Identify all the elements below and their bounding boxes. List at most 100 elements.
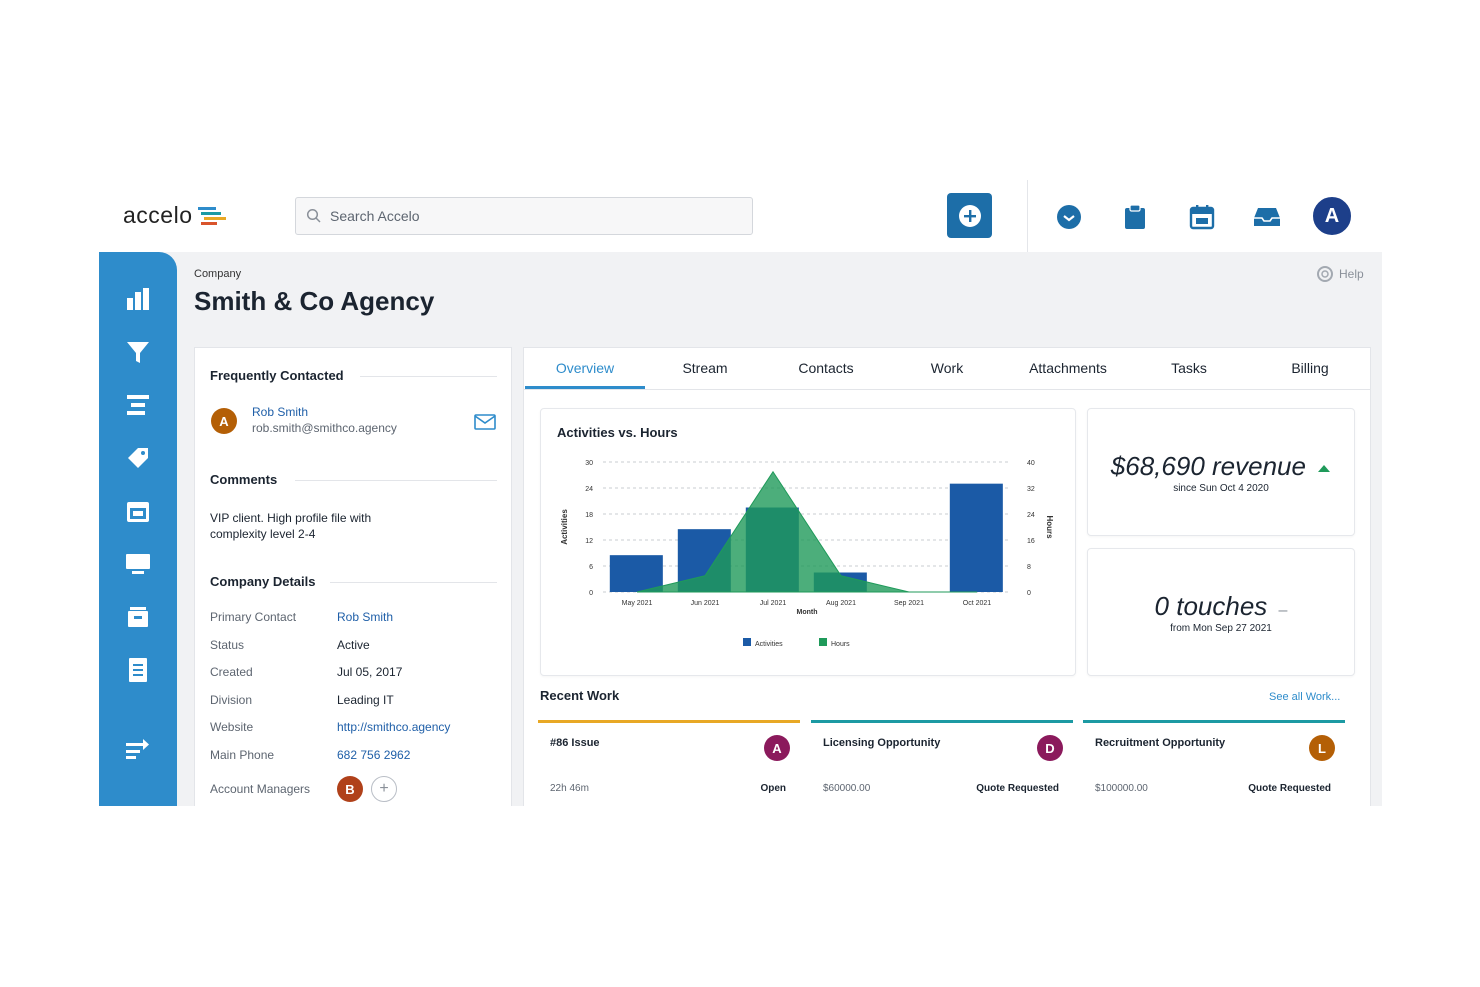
y2-tick-label: 32: [1027, 486, 1035, 493]
detail-label: Status: [210, 638, 245, 652]
y-tick-label: 18: [585, 512, 593, 519]
add-manager-button[interactable]: +: [371, 776, 397, 802]
x-tick-label: Jul 2021: [760, 600, 787, 607]
legend-label-activities: Activities: [755, 641, 783, 648]
x-tick-label: Jun 2021: [691, 600, 720, 607]
sidebar-item-projects[interactable]: [121, 388, 155, 422]
page-title: Smith & Co Agency: [194, 286, 435, 316]
tab-billing[interactable]: Billing: [1291, 360, 1329, 376]
frequent-heading: Frequently Contacted: [210, 368, 344, 383]
tab-work[interactable]: Work: [930, 360, 964, 376]
contact-avatar[interactable]: A: [211, 408, 237, 434]
plus-circle-icon: [958, 204, 981, 227]
website-link[interactable]: http://smithco.agency: [337, 720, 451, 734]
mail-icon[interactable]: [474, 414, 496, 430]
comments-heading: Comments: [210, 472, 278, 487]
recent-work-heading: Recent Work: [540, 688, 620, 703]
y-tick-label: 30: [585, 460, 593, 467]
sidebar-item-tickets[interactable]: [121, 441, 155, 475]
work-avatar: L: [1309, 735, 1335, 761]
search-box[interactable]: [295, 197, 753, 235]
clock-icon: [1057, 205, 1081, 229]
user-avatar[interactable]: A: [1313, 197, 1351, 235]
sidebar-item-retainers[interactable]: [121, 547, 155, 581]
legend-label-hours: Hours: [831, 641, 850, 648]
x-tick-label: May 2021: [622, 600, 653, 607]
revenue-text: $68,690 revenue: [1110, 451, 1306, 481]
y-tick-label: 24: [585, 486, 593, 493]
work-time: 22h 46m: [550, 783, 589, 794]
section-rule: [330, 582, 497, 583]
work-title: #86 Issue: [550, 737, 600, 749]
sidebar-item-sales[interactable]: [121, 335, 155, 369]
y2-tick-label: 16: [1027, 538, 1035, 545]
help-label: Help: [1339, 267, 1364, 281]
sidebar-item-reports[interactable]: [121, 653, 155, 687]
main-phone-link[interactable]: 682 756 2962: [337, 748, 411, 762]
work-button[interactable]: [1120, 202, 1150, 232]
x-axis-label: Month: [797, 609, 818, 616]
tab-overview[interactable]: Overview: [555, 360, 615, 376]
work-card[interactable]: Licensing Opportunity D $60000.00 Quote …: [811, 720, 1073, 806]
details-heading: Company Details: [210, 574, 316, 589]
company-tabs-panel: Overview Stream Contacts Work Attachment…: [523, 347, 1371, 806]
touches-value: 0 touches –: [1088, 591, 1354, 622]
topbar-divider: [1027, 180, 1028, 252]
sidebar-item-archive[interactable]: [121, 600, 155, 634]
add-new-button[interactable]: [947, 193, 992, 238]
tab-bar: Overview Stream Contacts Work Attachment…: [524, 348, 1370, 390]
detail-label: Main Phone: [210, 748, 275, 762]
lifebuoy-icon: [1317, 266, 1333, 282]
y-axis-label: Activities: [560, 509, 569, 545]
see-all-work-link[interactable]: See all Work...: [1269, 691, 1341, 703]
y2-tick-label: 0: [1027, 590, 1031, 597]
area-hours: [636, 470, 977, 593]
help-link[interactable]: Help: [1316, 265, 1364, 283]
work-card[interactable]: Recruitment Opportunity L $100000.00 Quo…: [1083, 720, 1345, 806]
timer-button[interactable]: [1054, 202, 1084, 232]
work-avatar: A: [764, 735, 790, 761]
revenue-value: $68,690 revenue: [1088, 451, 1354, 482]
inbox-icon: [1254, 208, 1280, 226]
primary-contact-link[interactable]: Rob Smith: [337, 610, 394, 624]
trend-up-icon: [1318, 465, 1331, 473]
inbox-button[interactable]: [1252, 202, 1282, 232]
y2-axis-label: Hours: [1045, 515, 1054, 539]
work-status: Quote Requested: [1248, 783, 1331, 794]
activities-hours-chart: 0 6 12 18 24 30 0 8 16 24 32 40 May 2021 Jun 2021 Jul …: [560, 460, 1054, 648]
y2-tick-label: 40: [1027, 460, 1035, 467]
sidebar-nav: [99, 252, 177, 806]
sidebar-item-switch[interactable]: [121, 732, 155, 766]
comment-text: VIP client. High profile file with compl…: [210, 511, 372, 541]
trend-flat-icon: –: [1278, 602, 1288, 619]
tab-attachments[interactable]: Attachments: [1029, 360, 1107, 376]
contact-name-link[interactable]: Rob Smith: [252, 405, 309, 419]
archive-icon: [128, 607, 148, 627]
calendar-button[interactable]: [1187, 202, 1217, 232]
y2-tick-label: 8: [1027, 564, 1031, 571]
tab-tasks[interactable]: Tasks: [1171, 360, 1207, 376]
search-input[interactable]: [330, 208, 730, 224]
manager-avatar[interactable]: B: [337, 776, 363, 802]
company-info-panel: Frequently Contacted A Rob Smith rob.smi…: [194, 347, 512, 806]
y-tick-label: 6: [589, 564, 593, 571]
legend-swatch-hours: [819, 638, 827, 646]
sidebar-item-dashboard[interactable]: [121, 282, 155, 316]
revenue-since: since Sun Oct 4 2020: [1173, 483, 1269, 494]
accelo-logo[interactable]: accelo: [123, 202, 230, 229]
work-title: Licensing Opportunity: [823, 737, 941, 749]
y2-tick-label: 24: [1027, 512, 1035, 519]
breadcrumb[interactable]: Company: [194, 268, 242, 280]
contact-email: rob.smith@smithco.agency: [252, 421, 397, 435]
app-window: accelo: [99, 180, 1382, 806]
tab-contacts[interactable]: Contacts: [798, 360, 854, 376]
sidebar-item-calendar[interactable]: [121, 494, 155, 528]
switch-arrows-icon: [126, 739, 149, 759]
y-tick-label: 0: [589, 590, 593, 597]
bar-activities: [949, 483, 1003, 592]
x-tick-label: Aug 2021: [826, 600, 856, 607]
revenue-kpi-card: $68,690 revenue since Sun Oct 4 2020: [1087, 408, 1355, 536]
work-card[interactable]: #86 Issue A 22h 46m Open: [538, 720, 800, 806]
tag-icon: [128, 448, 148, 468]
tab-stream[interactable]: Stream: [682, 360, 728, 376]
